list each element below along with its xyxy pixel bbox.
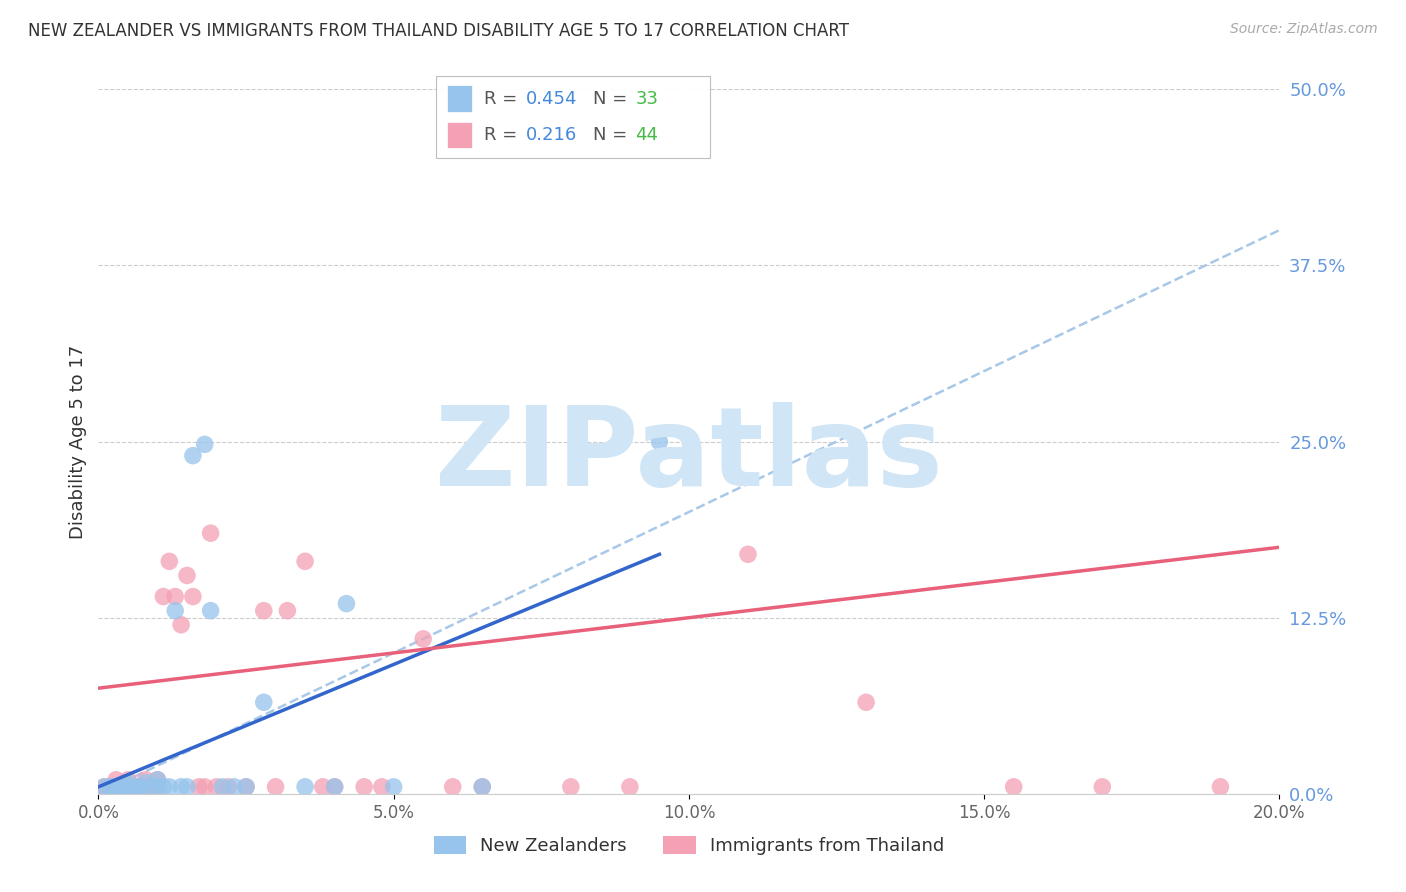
- Point: [146, 780, 169, 794]
- Text: 0.454: 0.454: [526, 90, 578, 108]
- Point: [323, 780, 346, 794]
- Point: [117, 780, 139, 794]
- Point: [128, 780, 150, 794]
- Point: [135, 775, 157, 789]
- Text: R =: R =: [484, 90, 523, 108]
- Point: [200, 526, 222, 541]
- Text: N =: N =: [593, 90, 633, 108]
- Point: [194, 437, 217, 451]
- Point: [235, 780, 257, 794]
- Point: [471, 780, 494, 794]
- Point: [152, 590, 174, 604]
- Point: [253, 604, 276, 618]
- Point: [141, 780, 163, 794]
- Point: [560, 780, 582, 794]
- Point: [135, 772, 157, 787]
- Point: [146, 772, 169, 787]
- Point: [170, 617, 193, 632]
- Point: [165, 604, 187, 618]
- Point: [371, 780, 394, 794]
- Legend: New Zealanders, Immigrants from Thailand: New Zealanders, Immigrants from Thailand: [426, 829, 952, 863]
- Point: [619, 780, 641, 794]
- Text: R =: R =: [484, 126, 523, 144]
- Point: [737, 547, 759, 561]
- Point: [181, 590, 204, 604]
- Point: [187, 780, 209, 794]
- Point: [235, 780, 257, 794]
- Point: [105, 780, 128, 794]
- Point: [648, 434, 671, 449]
- Point: [312, 780, 335, 794]
- Point: [117, 780, 139, 794]
- Point: [353, 780, 375, 794]
- Point: [264, 780, 287, 794]
- Point: [111, 782, 134, 797]
- Text: NEW ZEALANDER VS IMMIGRANTS FROM THAILAND DISABILITY AGE 5 TO 17 CORRELATION CHA: NEW ZEALANDER VS IMMIGRANTS FROM THAILAN…: [28, 22, 849, 40]
- Point: [253, 695, 276, 709]
- Point: [135, 780, 157, 794]
- Point: [105, 780, 128, 794]
- Point: [128, 782, 150, 797]
- Point: [471, 780, 494, 794]
- Point: [1209, 780, 1232, 794]
- Point: [176, 568, 198, 582]
- Point: [194, 780, 217, 794]
- Point: [294, 780, 316, 794]
- Point: [1091, 780, 1114, 794]
- Point: [98, 780, 121, 794]
- Point: [93, 780, 115, 794]
- Point: [382, 780, 405, 794]
- Text: Source: ZipAtlas.com: Source: ZipAtlas.com: [1230, 22, 1378, 37]
- Point: [181, 449, 204, 463]
- Point: [93, 780, 115, 794]
- Point: [165, 590, 187, 604]
- Point: [335, 597, 357, 611]
- Point: [105, 782, 128, 797]
- Point: [176, 780, 198, 794]
- Point: [441, 780, 464, 794]
- Point: [224, 780, 246, 794]
- Y-axis label: Disability Age 5 to 17: Disability Age 5 to 17: [69, 344, 87, 539]
- Point: [146, 780, 169, 794]
- Point: [323, 780, 346, 794]
- Point: [170, 780, 193, 794]
- Point: [141, 780, 163, 794]
- Point: [412, 632, 434, 646]
- Point: [111, 780, 134, 794]
- Point: [1002, 780, 1025, 794]
- Text: ZIPatlas: ZIPatlas: [434, 402, 943, 509]
- Point: [294, 554, 316, 568]
- Point: [128, 780, 150, 794]
- Point: [855, 695, 877, 709]
- Point: [122, 780, 145, 794]
- Point: [211, 780, 233, 794]
- Point: [205, 780, 228, 794]
- Point: [105, 772, 128, 787]
- Point: [157, 780, 180, 794]
- Point: [157, 554, 180, 568]
- Point: [276, 604, 298, 618]
- Point: [200, 604, 222, 618]
- Point: [122, 780, 145, 794]
- Point: [146, 772, 169, 787]
- Point: [152, 780, 174, 794]
- Text: 44: 44: [636, 126, 658, 144]
- Point: [98, 780, 121, 794]
- Text: N =: N =: [593, 126, 633, 144]
- Point: [111, 780, 134, 794]
- Point: [117, 775, 139, 789]
- Point: [217, 780, 239, 794]
- Text: 33: 33: [636, 90, 658, 108]
- Point: [117, 772, 139, 787]
- Text: 0.216: 0.216: [526, 126, 576, 144]
